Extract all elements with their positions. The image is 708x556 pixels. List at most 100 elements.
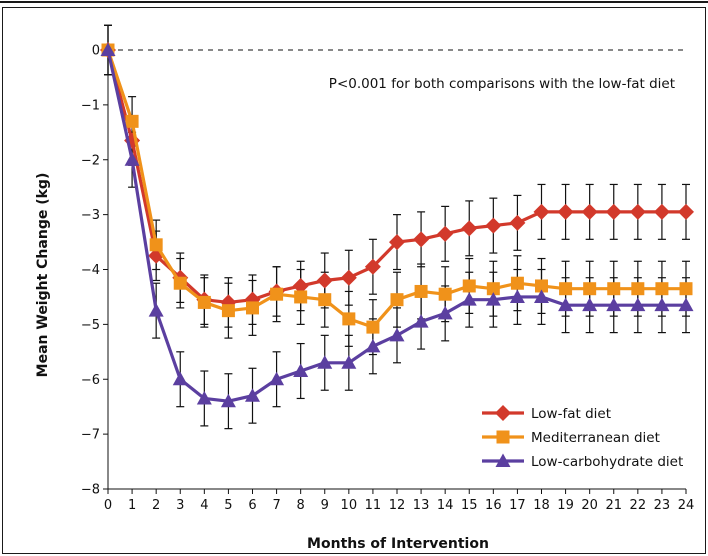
x-tick-label: 4 xyxy=(200,498,208,513)
data-point-diamond xyxy=(389,234,405,251)
x-tick-label: 1 xyxy=(128,498,136,513)
x-tick-label: 8 xyxy=(297,498,305,513)
data-point-triangle xyxy=(269,371,285,386)
x-axis-title: Months of Intervention xyxy=(307,536,489,552)
x-tick-label: 11 xyxy=(365,498,382,513)
data-point-diamond xyxy=(581,203,598,220)
data-point-triangle xyxy=(148,303,164,317)
data-point-triangle xyxy=(461,292,477,306)
data-point-diamond xyxy=(557,203,574,220)
data-point-diamond xyxy=(629,203,646,220)
x-tick-label: 13 xyxy=(413,498,430,513)
x-tick-label: 18 xyxy=(533,498,550,513)
y-tick-label: −1 xyxy=(81,98,100,113)
x-tick-label: 20 xyxy=(581,498,598,513)
data-point-triangle xyxy=(495,453,511,467)
data-point-diamond xyxy=(509,214,526,231)
x-tick-label: 21 xyxy=(605,498,622,513)
data-point-triangle xyxy=(437,305,453,320)
data-point-diamond xyxy=(533,203,550,220)
x-tick-label: 23 xyxy=(654,498,671,513)
data-point-triangle xyxy=(630,297,646,312)
data-point-diamond xyxy=(340,269,357,286)
x-tick-label: 0 xyxy=(104,498,112,513)
data-point-diamond xyxy=(485,217,502,234)
data-point-diamond xyxy=(678,203,694,220)
axes-layer: 0−1−2−3−4−5−6−7−80 1 2 3 4 5 6 7 8 9 10 11 12 13 14 15 1… xyxy=(81,44,694,514)
x-tick-label: 5 xyxy=(224,498,232,513)
data-point-triangle xyxy=(124,152,140,166)
data-point-triangle xyxy=(582,297,598,312)
data-point-square xyxy=(270,287,284,301)
x-tick-label: 3 xyxy=(176,498,184,513)
data-point-square xyxy=(559,282,573,296)
legend: Low-fat diet Mediterranean diet Low-carboh… xyxy=(482,405,683,470)
y-axis-title: Mean Weight Change (kg) xyxy=(35,173,51,378)
y-tick-label: 0 xyxy=(92,44,100,59)
y-tick-label: −5 xyxy=(81,318,100,333)
y-tick-label: −4 xyxy=(81,263,100,278)
data-point-square xyxy=(655,282,669,296)
y-tick-label: −2 xyxy=(81,153,100,168)
data-point-square xyxy=(318,293,332,307)
y-tick-label: −8 xyxy=(81,483,100,498)
data-point-triangle xyxy=(365,338,381,353)
x-tick-label: 6 xyxy=(248,498,256,513)
data-point-square xyxy=(294,290,308,304)
data-point-square xyxy=(510,276,524,290)
data-point-square xyxy=(390,293,404,307)
data-point-triangle xyxy=(606,297,622,312)
data-point-square xyxy=(535,279,548,293)
data-point-diamond xyxy=(605,203,622,220)
legend-label: Low-fat diet xyxy=(531,406,611,422)
data-point-square xyxy=(197,295,211,309)
x-tick-label: 10 xyxy=(341,498,358,513)
legend-label: Mediterranean diet xyxy=(531,430,660,446)
data-point-square xyxy=(221,304,235,318)
data-point-diamond xyxy=(653,203,670,220)
data-point-triangle xyxy=(196,390,212,405)
data-point-square xyxy=(583,282,597,296)
x-tick-label: 15 xyxy=(461,498,478,513)
data-point-square xyxy=(496,430,510,444)
data-point-diamond xyxy=(316,272,333,289)
annotation-text: P<0.001 for both comparisons with the lo… xyxy=(329,76,675,92)
x-tick-label: 9 xyxy=(321,498,329,513)
data-point-triangle xyxy=(100,42,116,56)
y-tick-label: −6 xyxy=(81,373,100,388)
data-point-triangle xyxy=(558,297,574,312)
data-point-triangle xyxy=(220,393,236,408)
legend-label: Low-carbohydrate diet xyxy=(531,454,683,470)
data-point-triangle xyxy=(654,297,670,312)
data-point-square xyxy=(486,282,500,296)
y-tick-label: −7 xyxy=(81,428,100,443)
data-point-triangle xyxy=(509,289,525,303)
data-point-triangle xyxy=(317,355,333,369)
data-point-diamond xyxy=(437,225,454,242)
data-point-diamond xyxy=(495,405,511,421)
data-point-diamond xyxy=(413,231,430,248)
data-point-diamond xyxy=(292,277,309,294)
x-tick-label: 12 xyxy=(389,498,406,513)
data-point-triangle xyxy=(413,314,429,328)
x-tick-label: 16 xyxy=(485,498,502,513)
x-tick-label: 14 xyxy=(437,498,454,513)
data-point-square xyxy=(149,238,163,252)
data-point-square xyxy=(607,282,621,296)
x-tick-label: 7 xyxy=(272,498,280,513)
data-point-square xyxy=(173,276,187,290)
data-point-square xyxy=(679,282,693,296)
data-point-square xyxy=(125,114,139,128)
data-point-square xyxy=(631,282,645,296)
data-point-triangle xyxy=(485,292,501,306)
data-point-triangle xyxy=(534,289,549,303)
data-point-square xyxy=(462,279,476,293)
data-point-triangle xyxy=(172,371,188,386)
data-point-triangle xyxy=(389,327,405,342)
data-point-diamond xyxy=(461,220,478,237)
series-layer xyxy=(100,24,694,430)
data-point-triangle xyxy=(678,297,694,312)
data-point-square xyxy=(438,287,452,301)
